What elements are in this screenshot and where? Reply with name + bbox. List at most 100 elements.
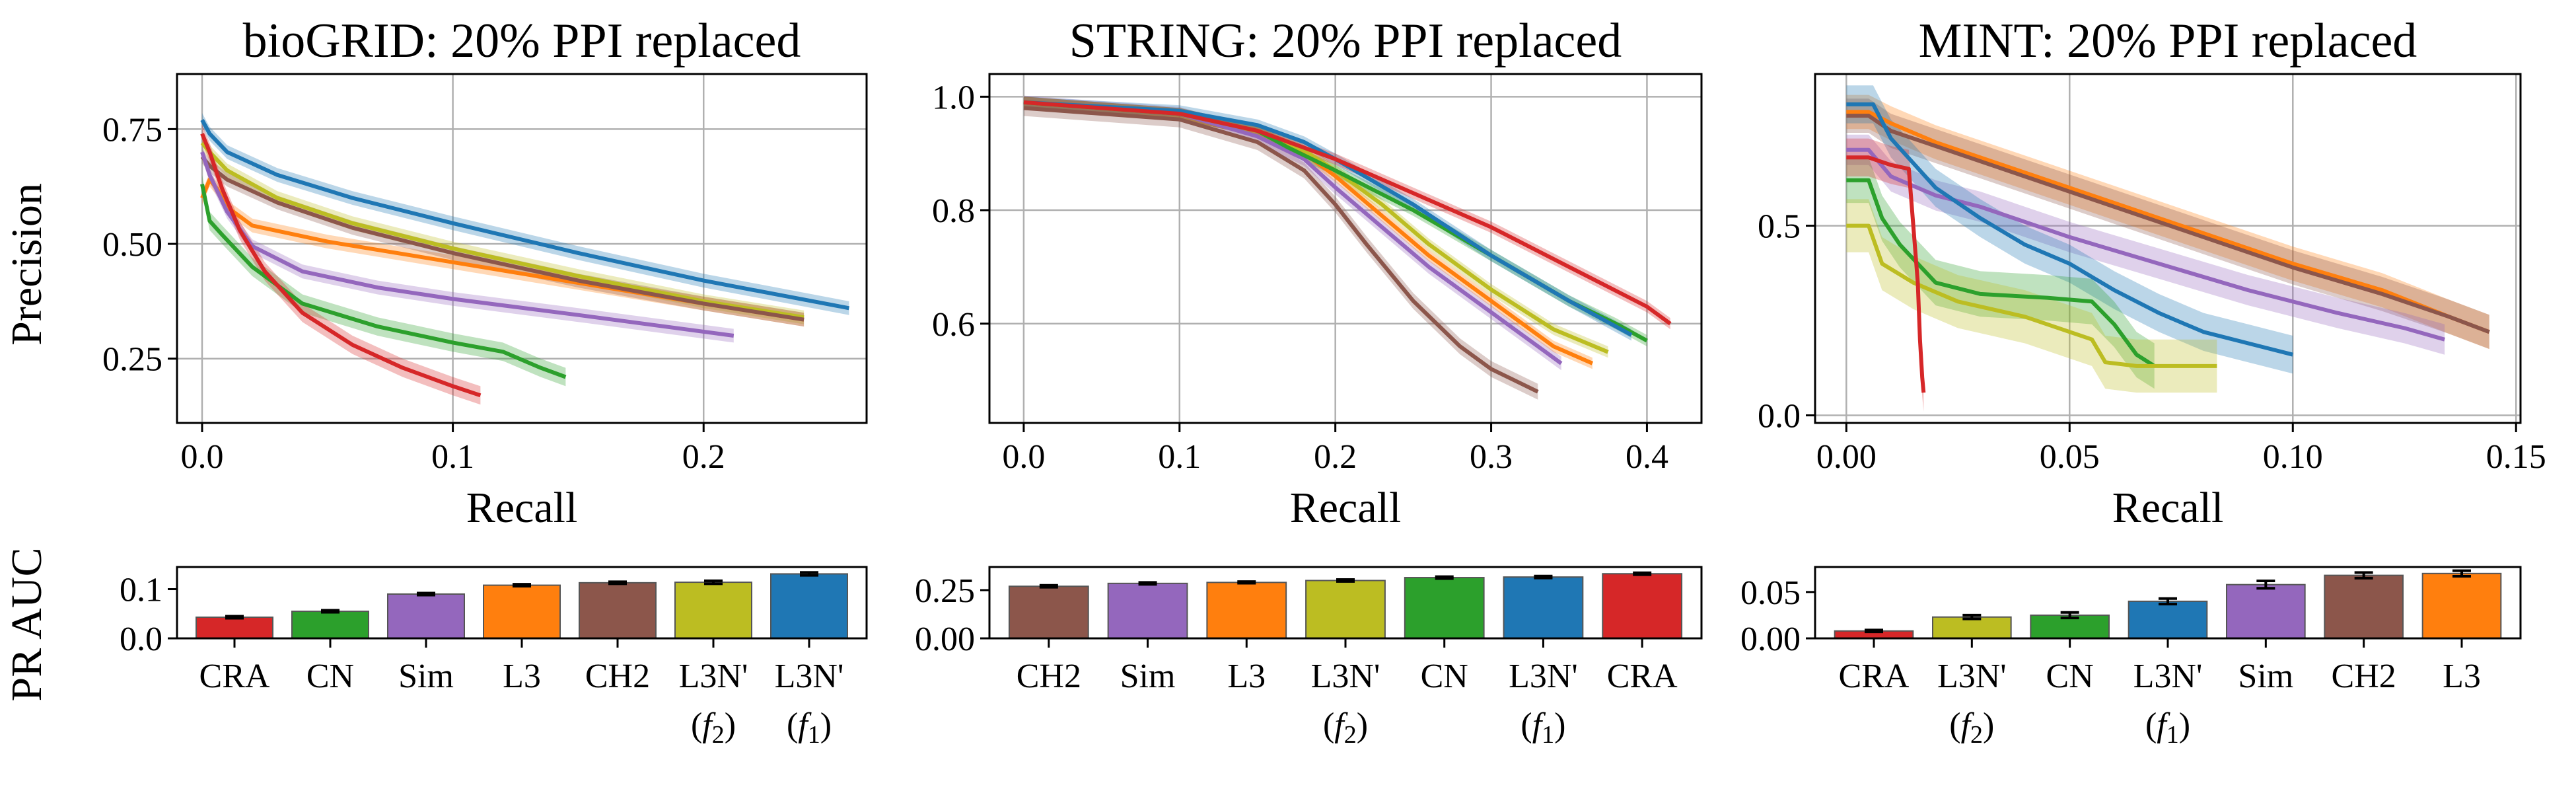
series-line-cn [1846,178,2156,368]
bar-panel-3: 0.00 0.05 CRA L3N' (f2) CN L3N' (f1) Sim CH2 L3 [1740,566,2522,749]
series-line-sim [1846,147,2445,342]
chart-title: bioGRID: 20% PPI replaced [243,14,801,68]
category-sublabel-part: ) [1983,706,1994,744]
category-sublabel: (f2) [1323,706,1368,749]
bar-l3 [1206,582,1287,640]
y-tick-label: 0.6 [932,306,975,344]
confidence-band-cn [1846,157,2155,389]
x-tick-label: 0.1 [1158,438,1201,476]
y-tick-label: 0.05 [1740,574,1801,612]
category-label: Sim [1120,658,1176,695]
confidence-band-sim [202,145,734,343]
x-tick-label: 0.15 [2486,438,2546,476]
bar-ch2 [1008,585,1089,640]
y-tick-label: 0.0 [120,621,162,658]
category-label: L3N' [1937,658,2007,695]
chart-title: STRING: 20% PPI replaced [1069,14,1622,68]
confidence-band-l3n-f1 [1023,96,1631,341]
category-sublabel-part: 1 [1542,721,1554,749]
category-label: L3 [1227,658,1266,695]
confidence-band-l3n-f2 [202,135,805,324]
category-sublabel-part: ) [2179,706,2190,744]
bar-panel-2: 0.00 0.25 CH2 Sim L3 L3N' (f2) CN L3N' (f1) CRA [915,566,1703,749]
category-sublabel-part: ) [820,706,832,744]
x-tick-label: 0.2 [682,438,725,476]
category-label: CRA [1839,658,1910,695]
series-line-l3n-f1 [1023,100,1633,337]
bar-sim [387,593,465,639]
category-label: CH2 [2332,658,2396,695]
chart-panels: 0.0 0.1 0.2 0.25 0.50 0.75 bioGRID: 20% PPI re… [102,14,2546,749]
x-tick-label: 0.10 [2263,438,2323,476]
y-tick-label: 0.50 [102,226,162,264]
bar-cn [291,611,369,640]
category-label: CRA [199,658,270,695]
category-sublabel-part: 1 [2166,721,2179,749]
category-sublabel-part: ) [1357,706,1368,744]
bar-ch2 [2324,574,2404,639]
category-sublabel-part: ( [691,706,702,744]
y-tick-label: 0.25 [915,572,975,610]
x-axis-label: Recall [2112,484,2224,532]
category-label: L3N' [1509,658,1578,695]
category-sublabel-part: ( [2145,706,2157,744]
confidence-band-l3n-f2 [1023,96,1608,358]
category-label: CRA [1607,658,1678,695]
category-sublabel-part: 2 [1344,721,1357,749]
x-tick-label: 0.0 [180,438,223,476]
category-label: L3N' [775,658,844,695]
category-sublabel-part: ( [1521,706,1532,744]
series-line-l3n-f2 [200,141,805,320]
category-sublabel-part: ) [1554,706,1565,744]
series-line-l3 [1846,110,2490,334]
category-label: CN [306,658,354,695]
bar-l3n-f2 [1305,580,1386,639]
pr-auc-axis-label: PR AUC [3,548,51,702]
category-sublabel-part: ( [787,706,798,744]
category-label: L3N' [1311,658,1380,695]
y-tick-label: 0.1 [120,572,162,609]
series-line-l3n-f2 [1846,223,2217,368]
x-tick-label: 0.0 [1002,438,1045,476]
bar-l3n-f1 [770,573,848,640]
y-tick-label: 0.00 [915,621,975,658]
category-label: CN [1421,658,1468,695]
category-label: Sim [2238,658,2293,695]
bar-l3n-f2 [674,582,752,640]
bar-sim [1107,582,1188,639]
category-sublabel: (f1) [787,706,832,749]
category-sublabel: (f1) [2145,706,2190,749]
series-line-cra [1023,100,1672,326]
x-axis-label: Recall [466,484,578,532]
category-sublabel: (f2) [691,706,736,749]
category-label: Sim [398,658,454,695]
bar-l3 [2421,572,2502,639]
category-label: L3N' [679,658,748,695]
bar-sim [2226,584,2306,639]
category-sublabel-part: 2 [712,721,725,749]
plot-frame [176,73,868,424]
x-tick-label: 0.2 [1314,438,1357,476]
category-label: L3 [503,658,541,695]
series-line-sim [200,151,734,338]
confidence-band-sim [1846,134,2445,355]
series-line-l3n-f2 [1023,100,1609,354]
y-tick-label: 0.5 [1758,208,1801,246]
y-tick-label: 0.8 [932,192,975,230]
category-label: L3 [2443,658,2481,695]
bar-cn [1404,577,1485,640]
precision-axis-label: Precision [3,183,51,346]
series-line-cra [200,133,482,398]
bar-l3n-f2 [1932,616,2012,639]
category-sublabel-part: ( [1949,706,1960,744]
category-label: L3N' [2133,658,2203,695]
line-panel-2: 0.0 0.1 0.2 0.3 0.4 0.6 0.8 1.0 STRING: 20% PPI … [932,14,1703,532]
x-tick-label: 0.05 [2040,438,2100,476]
confidence-band-ch2 [1023,100,1538,400]
y-tick-label: 0.0 [1758,398,1801,435]
plot-frame [988,566,1703,640]
y-tick-label: 0.25 [102,341,162,379]
category-sublabel: (f1) [1521,706,1565,749]
bar-l3n-f1 [1503,576,1584,640]
